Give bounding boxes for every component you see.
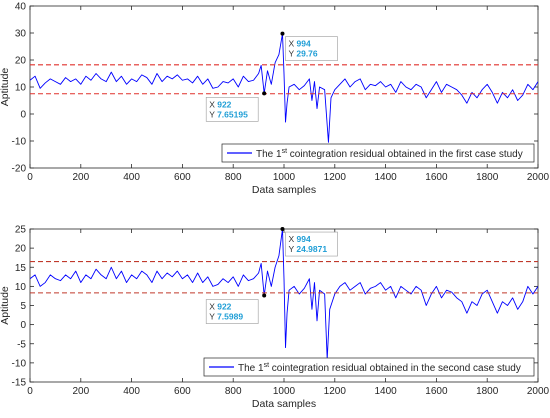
bottom-y-tick-label: 5 <box>20 301 26 312</box>
bottom-y-axis-label: Aptitude <box>0 286 11 325</box>
datatip-x-value: 994 <box>297 39 311 49</box>
datatip-x-label: X <box>288 234 296 244</box>
top-y-tick-label: 30 <box>15 29 27 40</box>
bottom-y-tick-label: 0 <box>20 320 26 331</box>
legend-text-superscript: st <box>282 148 288 155</box>
datatip-x-label: X <box>288 39 296 49</box>
top-y-tick-label: 40 <box>15 2 27 13</box>
datatip-x-label: X <box>209 302 217 312</box>
top-y-tick-label: 10 <box>15 83 27 94</box>
top-x-tick-label: 2000 <box>527 172 550 183</box>
datatip-y-label: Y <box>288 49 296 59</box>
legend-text-after: cointegration residual obtained in the s… <box>269 363 521 374</box>
legend-text-after: cointegration residual obtained in the f… <box>287 149 523 160</box>
legend-text-before: The 1 <box>238 363 264 374</box>
bottom-x-tick-label: 400 <box>123 386 140 397</box>
datatip-x-label: X <box>209 99 217 109</box>
top-x-tick-label: 1600 <box>425 172 448 183</box>
datatip-y-value: 29.76 <box>296 49 318 59</box>
bottom-series-line <box>30 229 538 360</box>
top-x-tick-label: 200 <box>72 172 89 183</box>
bottom-plot-area <box>29 228 539 383</box>
bottom-datatip-marker[interactable] <box>280 227 285 232</box>
bottom-x-tick-label: 1000 <box>273 386 296 397</box>
bottom-x-tick-label: 2000 <box>527 386 550 397</box>
datatip-y-label: Y <box>209 312 217 322</box>
top-datatip-x-row: X 922 <box>209 99 231 109</box>
bottom-datatip-box <box>285 231 338 257</box>
datatip-y-value: 7.65195 <box>217 109 248 119</box>
top-datatip-box <box>205 97 259 122</box>
datatip-x-value: 994 <box>297 234 311 244</box>
bottom-x-tick-label: 1400 <box>374 386 397 397</box>
top-datatip-marker[interactable] <box>280 31 285 36</box>
top-datatip-y-row: Y 7.65195 <box>209 109 248 119</box>
top-series-line <box>30 33 538 143</box>
top-datatip-y-row: Y 29.76 <box>288 49 317 59</box>
bottom-x-tick-label: 600 <box>174 386 191 397</box>
top-x-tick-label: 600 <box>174 172 191 183</box>
bottom-x-tick-label: 1200 <box>324 386 347 397</box>
bottom-y-tick-label: -15 <box>12 378 27 389</box>
bottom-datatip-y-row: Y 24.9871 <box>288 244 327 254</box>
bottom-x-tick-label: 800 <box>225 386 242 397</box>
top-y-axis-label: Aptitude <box>0 68 11 107</box>
bottom-datatip-marker[interactable] <box>262 293 267 298</box>
bottom-datatip-x-row: X 994 <box>288 234 310 244</box>
bottom-y-tick-label: -10 <box>12 358 27 369</box>
bottom-legend-box <box>203 357 535 377</box>
top-y-tick-label: -10 <box>12 137 27 148</box>
bottom-y-tick-label: 10 <box>15 282 27 293</box>
bottom-legend-label: The 1st cointegration residual obtained … <box>238 362 521 374</box>
top-legend: The 1st cointegration residual obtained … <box>221 143 535 163</box>
legend-text-superscript: st <box>264 362 270 369</box>
top-y-tick-label: -20 <box>12 164 27 175</box>
bottom-datatip-y-row: Y 7.5989 <box>209 312 243 322</box>
datatip-x-value: 922 <box>217 302 231 312</box>
legend-text-before: The 1 <box>256 149 282 160</box>
top-x-tick-label: 1200 <box>324 172 347 183</box>
top-datatip-marker[interactable] <box>262 91 267 96</box>
bottom-x-tick-label: 1800 <box>476 386 499 397</box>
datatip-y-label: Y <box>209 109 217 119</box>
top-x-axis-label: Data samples <box>252 184 316 196</box>
datatip-y-value: 7.5989 <box>217 312 243 322</box>
top-x-tick-label: 1400 <box>374 172 397 183</box>
top-y-tick-label: 20 <box>15 56 27 67</box>
top-x-tick-label: 800 <box>225 172 242 183</box>
bottom-datatip-box <box>205 299 259 324</box>
bottom-legend: The 1st cointegration residual obtained … <box>203 357 535 377</box>
top-chart: 0 200 400 600 800 1000 1200 1400 1600 1800 2000-20… <box>0 2 550 197</box>
top-datatip-x-row: X 994 <box>288 39 310 49</box>
top-x-tick-label: 1000 <box>273 172 296 183</box>
bottom-x-tick-label: 0 <box>27 386 33 397</box>
bottom-y-tick-label: 25 <box>15 225 27 236</box>
bottom-y-tick-label: 15 <box>15 263 27 274</box>
datatip-y-label: Y <box>288 244 296 254</box>
top-x-tick-label: 1800 <box>476 172 499 183</box>
bottom-datatip-x-row: X 922 <box>209 302 231 312</box>
top-legend-label: The 1st cointegration residual obtained … <box>256 148 523 160</box>
datatip-x-value: 922 <box>217 99 231 109</box>
bottom-y-tick-label: 20 <box>15 244 27 255</box>
bottom-x-axis-label: Data samples <box>252 398 316 410</box>
top-datatip-box <box>285 36 338 61</box>
bottom-chart: 0 200 400 600 800 1000 1200 1400 1600 1800 2000-15… <box>0 225 550 411</box>
top-x-tick-label: 400 <box>123 172 140 183</box>
bottom-x-tick-label: 200 <box>72 386 89 397</box>
bottom-y-tick-label: -5 <box>17 339 26 350</box>
top-y-tick-label: 0 <box>20 110 26 121</box>
top-x-tick-label: 0 <box>27 172 33 183</box>
bottom-x-tick-label: 1600 <box>425 386 448 397</box>
top-legend-box <box>221 143 535 163</box>
datatip-y-value: 24.9871 <box>296 244 327 254</box>
